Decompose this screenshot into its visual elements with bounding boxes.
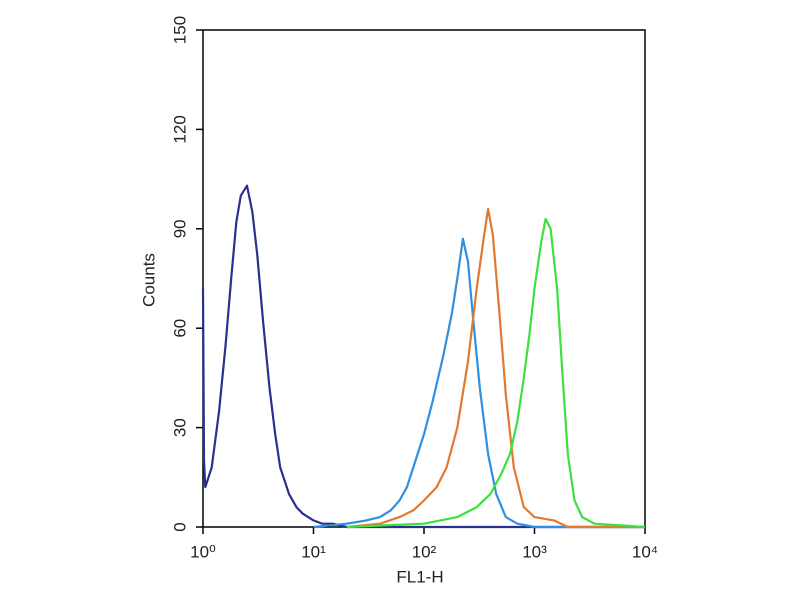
- x-axis-label: FL1-H: [396, 567, 443, 586]
- x-tick-label: 10¹: [301, 542, 326, 561]
- histogram-line: [346, 217, 646, 529]
- y-tick-label: 90: [170, 219, 189, 238]
- y-axis-label: Counts: [139, 253, 158, 307]
- plot-frame: [202, 29, 646, 528]
- y-tick-label: 60: [170, 319, 189, 338]
- x-tick-label: 10⁰: [190, 542, 216, 561]
- histogram-line: [313, 237, 645, 529]
- histogram-line: [346, 207, 645, 529]
- y-tick-label: 0: [170, 522, 189, 531]
- y-tick-label: 150: [170, 16, 189, 44]
- histogram-line: [201, 184, 645, 529]
- x-tick-label: 10³: [522, 542, 547, 561]
- y-tick-label: 120: [170, 115, 189, 143]
- x-tick-label: 10²: [412, 542, 437, 561]
- x-tick-label: 10⁴: [632, 542, 658, 561]
- y-tick-label: 30: [170, 418, 189, 437]
